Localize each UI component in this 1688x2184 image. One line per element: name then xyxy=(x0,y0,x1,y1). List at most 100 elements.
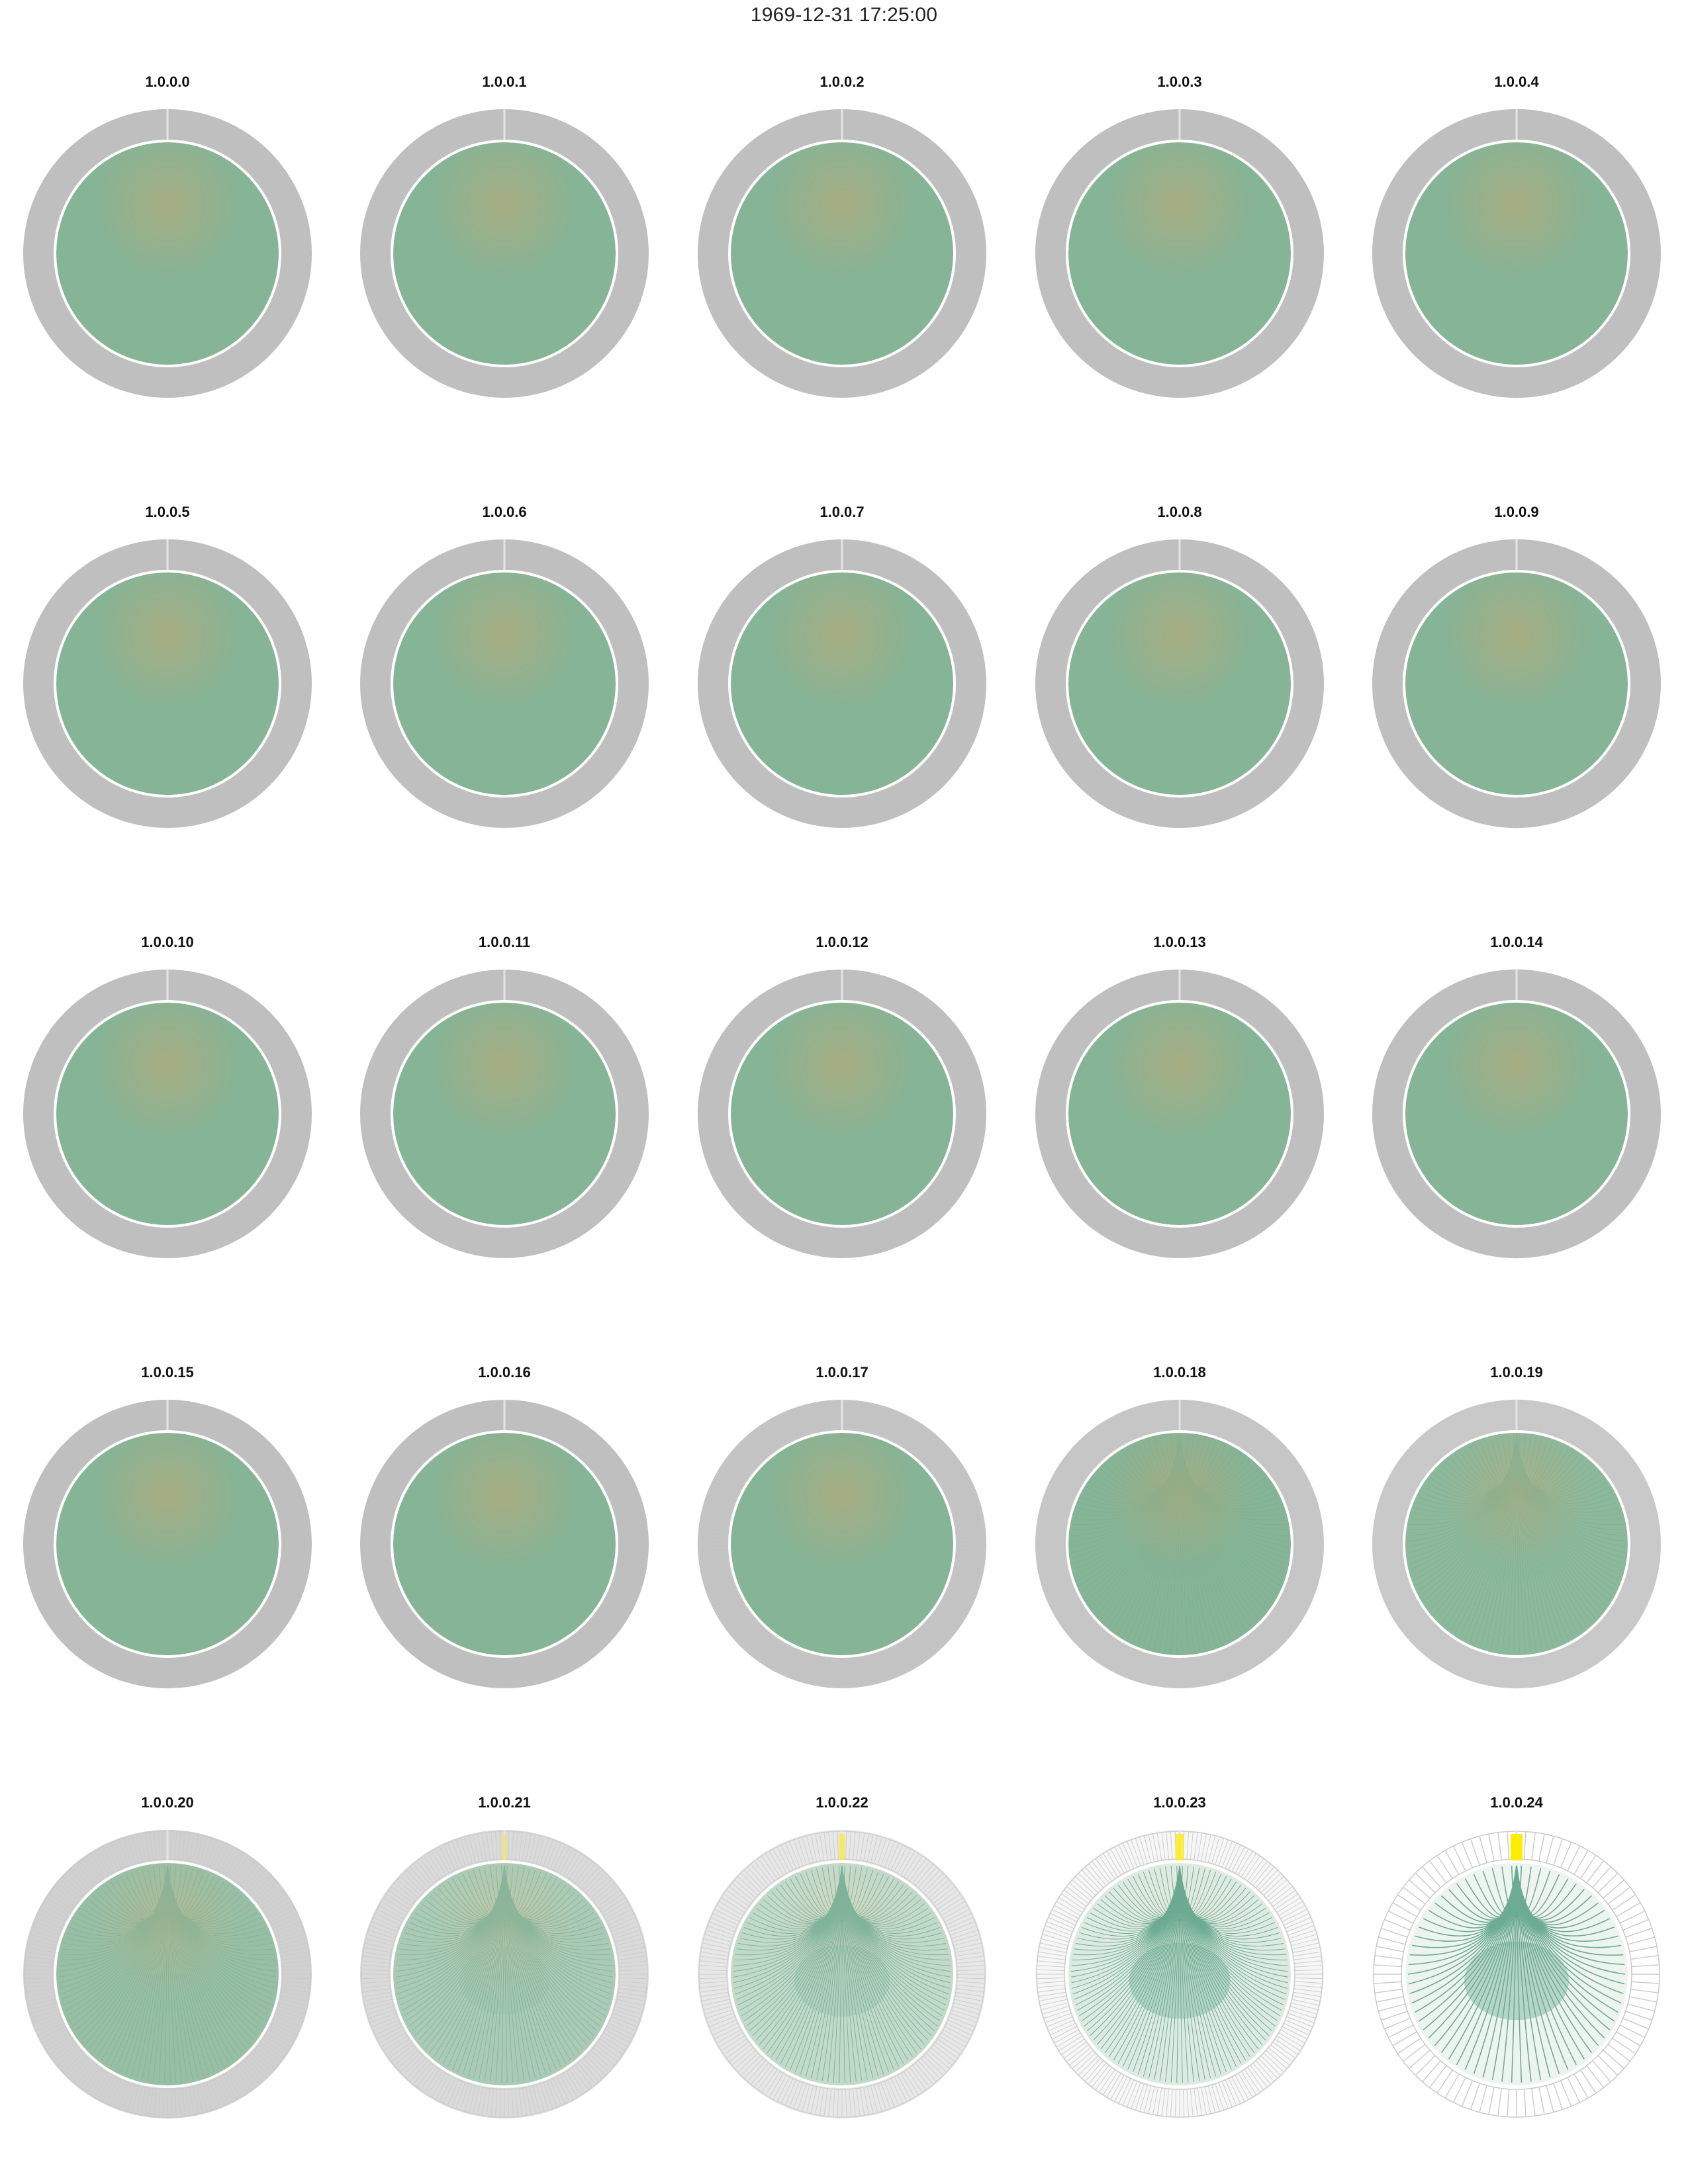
chord-panel: 1.0.0.14 xyxy=(1372,934,1661,1259)
panel-title: 1.0.0.3 xyxy=(1157,73,1201,90)
chord-panel: 1.0.0.22 xyxy=(698,1794,986,2118)
chord-edges xyxy=(1407,1865,1626,2083)
disk-separator xyxy=(1403,1000,1630,1228)
ring-segments xyxy=(1036,1831,1323,2118)
disk-separator xyxy=(728,1860,956,2088)
disk-separator xyxy=(728,570,956,797)
chord-disk xyxy=(393,572,616,795)
disk-separator xyxy=(1403,1430,1630,1658)
chord-panel: 1.0.0.6 xyxy=(360,504,649,828)
disk-separator xyxy=(1403,140,1630,367)
disk-separator xyxy=(54,1000,281,1228)
panel-title: 1.0.0.22 xyxy=(816,1794,868,1811)
disk-separator xyxy=(1066,1430,1293,1658)
chord-disk xyxy=(393,1433,616,1655)
chord-disk xyxy=(393,142,616,365)
ring-segments xyxy=(361,1831,648,2118)
ring-segments xyxy=(24,1831,311,2118)
chord-disk xyxy=(1405,1863,1628,2085)
panel-title: 1.0.0.14 xyxy=(1490,934,1543,950)
panel-title: 1.0.0.15 xyxy=(141,1364,194,1381)
chord-panel: 1.0.0.10 xyxy=(23,934,312,1259)
chord-panel: 1.0.0.16 xyxy=(360,1364,649,1688)
disk-separator xyxy=(728,140,956,367)
panel-title: 1.0.0.7 xyxy=(820,504,864,520)
disk-separator xyxy=(391,1000,618,1228)
chord-panel: 1.0.0.15 xyxy=(23,1364,312,1689)
panel-title: 1.0.0.24 xyxy=(1490,1794,1543,1811)
chord-panel: 1.0.0.1 xyxy=(360,73,649,398)
disk-separator xyxy=(54,140,281,367)
panel-title: 1.0.0.5 xyxy=(145,504,189,520)
chord-disk xyxy=(56,1003,279,1225)
chord-disk xyxy=(1405,142,1628,365)
panel-title: 1.0.0.17 xyxy=(816,1364,868,1381)
chord-disk xyxy=(393,1863,616,2085)
chord-panel: 1.0.0.18 xyxy=(1035,1364,1324,1688)
disk-separator xyxy=(391,570,618,797)
panel-title: 1.0.0.4 xyxy=(1494,73,1539,90)
ring-segments xyxy=(698,1400,986,1688)
chord-disk xyxy=(1405,1003,1628,1225)
disk-separator xyxy=(1403,1860,1630,2088)
chord-panel: 1.0.0.7 xyxy=(698,504,986,828)
chord-disk xyxy=(731,572,953,795)
page-title: 1969-12-31 17:25:00 xyxy=(750,4,938,26)
highlighted-node xyxy=(502,1834,506,1862)
chord-panel: 1.0.0.19 xyxy=(1372,1364,1661,1689)
disk-separator xyxy=(1066,1000,1293,1228)
panel-title: 1.0.0.16 xyxy=(478,1364,531,1381)
disk-separator xyxy=(54,1860,281,2088)
chord-disk xyxy=(1068,1003,1291,1225)
panel-title: 1.0.0.8 xyxy=(1157,504,1201,520)
highlighted-node xyxy=(839,1834,845,1862)
disk-separator xyxy=(1403,570,1630,797)
chord-disk xyxy=(1068,142,1291,365)
chord-panel: 1.0.0.21 xyxy=(360,1794,649,2118)
chord-edges xyxy=(1071,1435,1288,1653)
chord-disk xyxy=(56,142,279,365)
ring-segments xyxy=(698,1831,986,2118)
chord-edges xyxy=(59,1865,276,2083)
panel-title: 1.0.0.18 xyxy=(1153,1364,1206,1381)
chord-panel: 1.0.0.4 xyxy=(1372,73,1661,398)
chord-panel: 1.0.0.3 xyxy=(1035,73,1324,398)
panel-title: 1.0.0.13 xyxy=(1153,934,1206,950)
chord-disk xyxy=(1068,1863,1291,2085)
chord-disk xyxy=(731,142,953,365)
chord-panel: 1.0.0.0 xyxy=(23,73,312,398)
panel-title: 1.0.0.9 xyxy=(1494,504,1538,520)
panel-title: 1.0.0.2 xyxy=(820,73,864,90)
chord-panel: 1.0.0.17 xyxy=(698,1364,986,1688)
highlighted-node xyxy=(1175,1834,1184,1862)
chord-disk xyxy=(731,1003,953,1225)
disk-separator xyxy=(391,1860,618,2088)
chord-panel: 1.0.0.11 xyxy=(360,934,649,1258)
disk-separator xyxy=(391,140,618,367)
disk-separator xyxy=(54,1430,281,1658)
chord-disk xyxy=(56,572,279,795)
panel-title: 1.0.0.10 xyxy=(141,934,194,950)
panel-title: 1.0.0.21 xyxy=(478,1794,531,1811)
panel-title: 1.0.0.1 xyxy=(482,73,526,90)
chord-disk xyxy=(56,1433,279,1655)
chord-panel: 1.0.0.8 xyxy=(1035,504,1324,828)
chord-edges xyxy=(1071,1865,1288,2083)
disk-separator xyxy=(728,1430,956,1658)
chord-panel: 1.0.0.24 xyxy=(1373,1794,1660,2118)
panel-title: 1.0.0.20 xyxy=(141,1794,194,1811)
panel-title: 1.0.0.12 xyxy=(816,934,868,950)
chord-panel: 1.0.0.23 xyxy=(1035,1794,1324,2118)
panel-title: 1.0.0.6 xyxy=(482,504,526,520)
chord-disk xyxy=(393,1003,616,1225)
chord-disk xyxy=(1068,572,1291,795)
disk-separator xyxy=(54,570,281,797)
panel-title: 1.0.0.19 xyxy=(1490,1364,1543,1381)
panel-title: 1.0.0.11 xyxy=(479,934,530,950)
chord-panel: 1.0.0.20 xyxy=(23,1794,312,2119)
chord-panel: 1.0.0.2 xyxy=(698,73,986,398)
chord-panel: 1.0.0.13 xyxy=(1035,934,1324,1258)
disk-separator xyxy=(1066,1860,1293,2088)
chord-disk xyxy=(56,1863,279,2085)
